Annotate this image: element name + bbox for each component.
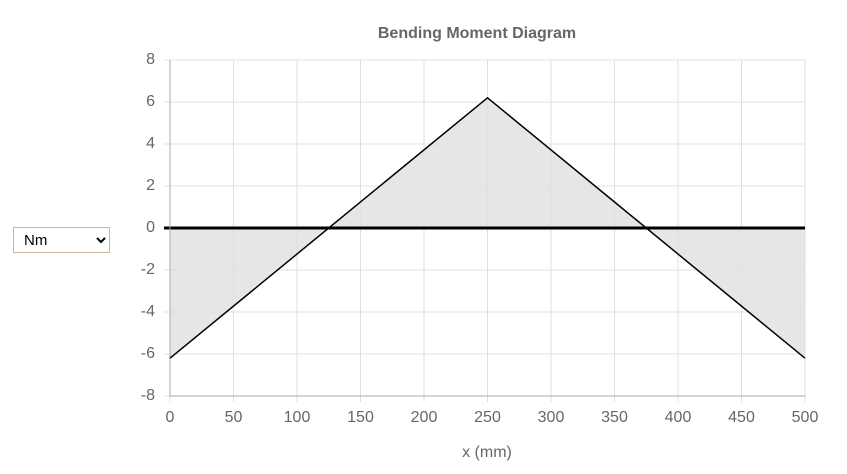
y-tick-label: -4 — [141, 303, 155, 320]
x-tick-label: 150 — [347, 409, 374, 426]
y-tick-label: 8 — [146, 51, 155, 68]
x-tick-label: 100 — [284, 409, 311, 426]
x-tick-label: 400 — [665, 409, 692, 426]
x-tick-label: 250 — [474, 409, 501, 426]
x-tick-label: 500 — [792, 409, 819, 426]
x-tick-label: 450 — [728, 409, 755, 426]
unit-select[interactable]: Nm — [13, 227, 110, 253]
y-tick-label: 2 — [146, 177, 155, 194]
y-tick-label: -6 — [141, 345, 155, 362]
y-tick-label: -2 — [141, 261, 155, 278]
x-tick-label: 350 — [601, 409, 628, 426]
y-tick-label: 4 — [146, 135, 155, 152]
chart-title: Bending Moment Diagram — [378, 25, 576, 42]
y-tick-label: 6 — [146, 93, 155, 110]
x-tick-label: 300 — [538, 409, 565, 426]
y-tick-label: 0 — [146, 219, 155, 236]
x-tick-label: 0 — [166, 409, 175, 426]
x-tick-label: 200 — [411, 409, 438, 426]
moment-line — [169, 96, 806, 359]
x-tick-label: 50 — [225, 409, 243, 426]
y-tick-label: -8 — [141, 387, 155, 404]
x-axis-label: x (mm) — [462, 444, 512, 461]
